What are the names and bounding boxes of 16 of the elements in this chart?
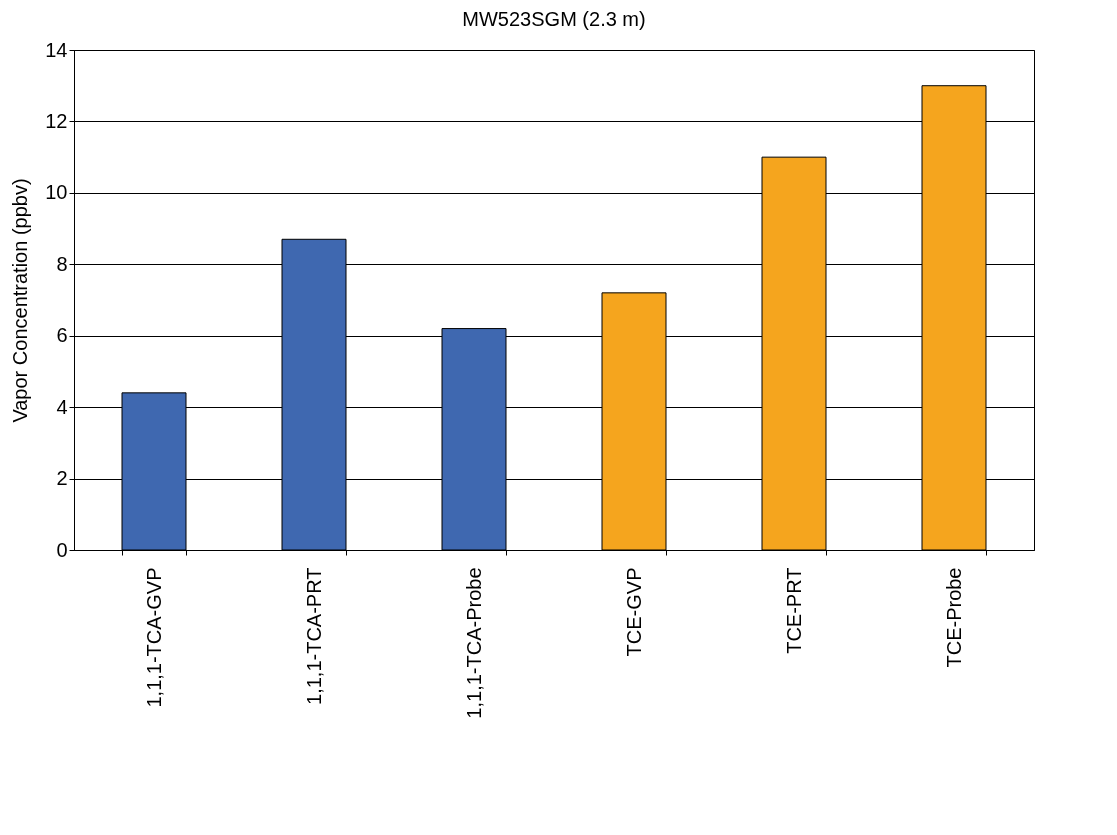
y-tick-label: 4 bbox=[56, 395, 68, 418]
y-tick-label: 14 bbox=[45, 38, 68, 61]
y-tick-label: 0 bbox=[56, 538, 68, 561]
y-tick-label: 10 bbox=[45, 181, 68, 204]
x-tick-label: TCE-GVP bbox=[622, 567, 645, 657]
x-tick-label: TCE-Probe bbox=[942, 567, 965, 668]
y-axis-title: Vapor Concentration (ppbv) bbox=[9, 178, 32, 423]
x-tick-label: 1,1,1-TCA-PRT bbox=[302, 567, 325, 705]
y-tick-label: 8 bbox=[56, 252, 68, 275]
x-tick-label: 1,1,1-TCA-GVP bbox=[142, 567, 165, 708]
x-tick-label: 1,1,1-TCA-Probe bbox=[462, 567, 485, 719]
y-tick-label: 6 bbox=[56, 324, 68, 347]
x-tick-label: TCE-PRT bbox=[782, 567, 805, 654]
chart-title: MW523SGM (2.3 m) bbox=[462, 8, 646, 30]
y-tick-label: 12 bbox=[45, 109, 68, 132]
y-tick-label: 2 bbox=[56, 467, 68, 490]
